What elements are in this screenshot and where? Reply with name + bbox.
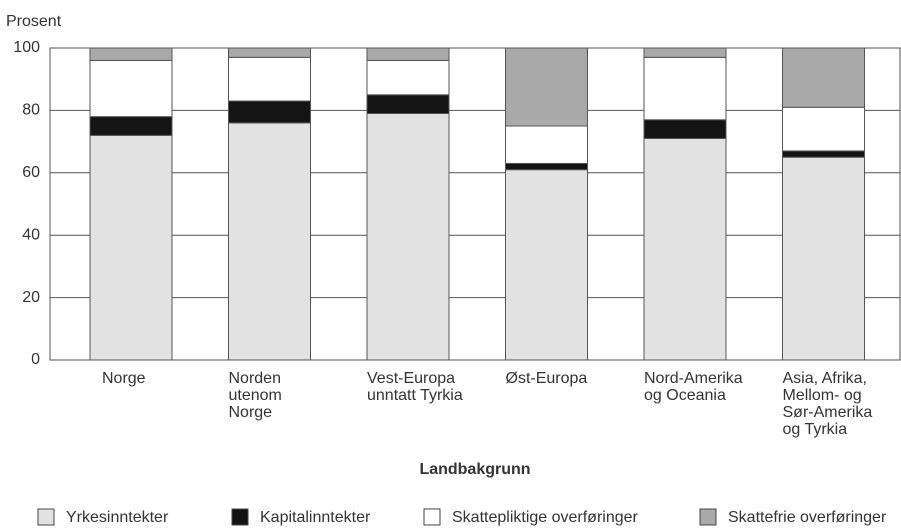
- plot-area: [49, 47, 901, 361]
- x-tick-label: Asia, Afrika, Mellom- og Sør-Amerika og …: [782, 370, 873, 438]
- x-tick-label: Norge: [102, 370, 146, 387]
- bar-segment: [228, 56, 311, 102]
- y-tick-label: 100: [13, 39, 40, 56]
- bar-segment: [228, 47, 311, 58]
- bar-segment: [782, 156, 865, 361]
- bar-segment: [89, 47, 173, 61]
- legend-swatch: [423, 508, 441, 526]
- x-tick-label: Øst-Europa: [505, 370, 588, 387]
- bar-segment: [643, 137, 727, 361]
- x-axis-label: Landbakgrunn: [419, 461, 530, 478]
- legend-label: Skattefrie overføringer: [728, 509, 887, 526]
- bar-segment: [366, 47, 450, 61]
- x-tick-label: Vest-Europa unntatt Tyrkia: [367, 370, 463, 404]
- bar-segment: [89, 116, 173, 136]
- legend-label: Skattepliktige overføringer: [452, 509, 639, 526]
- bar-segment: [782, 106, 865, 152]
- y-tick-label: 60: [22, 164, 40, 181]
- bar-segment: [228, 122, 311, 361]
- y-tick-label: 40: [22, 226, 40, 243]
- bar-segment: [228, 100, 311, 124]
- bar-segment: [643, 119, 727, 139]
- bar-segment: [505, 169, 588, 361]
- bar-segment: [643, 47, 727, 58]
- bar-segment: [505, 47, 588, 127]
- bar-segment: [782, 150, 865, 158]
- bar-segment: [89, 134, 173, 361]
- y-axis-label: Prosent: [6, 13, 62, 30]
- legend-swatch: [699, 508, 717, 526]
- bar-segment: [505, 125, 588, 164]
- bar-segment: [366, 59, 450, 96]
- legend-swatch: [37, 508, 55, 526]
- bar-segment: [643, 56, 727, 121]
- legend-label: Kapitalinntekter: [260, 509, 371, 526]
- y-tick-label: 0: [31, 351, 40, 368]
- bar-segment: [366, 94, 450, 115]
- legend-label: Yrkesinntekter: [66, 509, 169, 526]
- y-tick-label: 20: [22, 289, 40, 306]
- y-tick-label: 80: [22, 102, 40, 119]
- bar-segment: [366, 113, 450, 361]
- legend-swatch: [231, 508, 249, 526]
- x-tick-label: Nord-Amerika og Oceania: [644, 370, 743, 404]
- bar-segment: [89, 59, 173, 118]
- x-tick-label: Norden utenom Norge: [228, 370, 282, 421]
- bar-segment: [505, 162, 588, 171]
- bar-segment: [782, 47, 865, 108]
